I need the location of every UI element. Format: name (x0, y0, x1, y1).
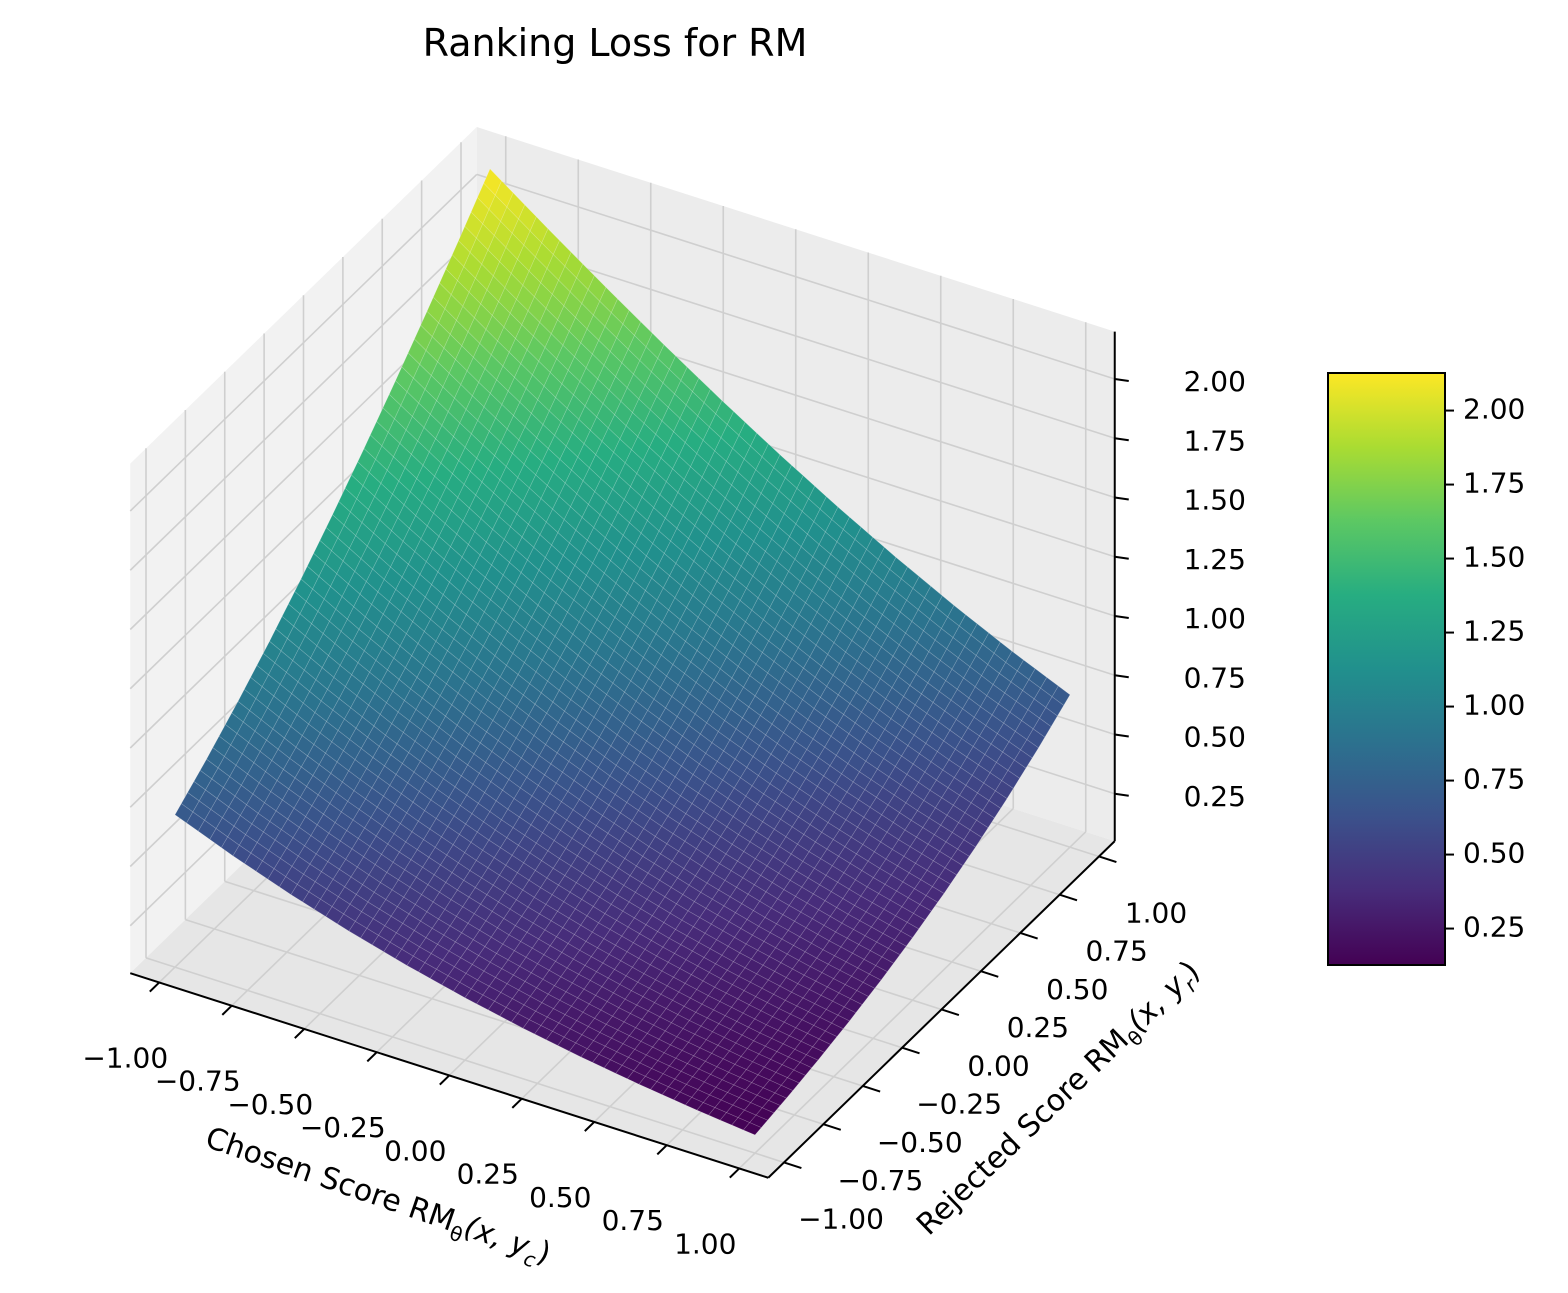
y-tick (901, 1046, 920, 1055)
x-tick (584, 1121, 595, 1132)
z-tick (1114, 496, 1129, 501)
gridline (738, 831, 1087, 1170)
surface-patch (906, 912, 926, 930)
gridline (129, 233, 478, 571)
y-tick (1019, 931, 1038, 940)
z-tick-label: 1.00 (1184, 602, 1246, 635)
surface-patch (957, 839, 976, 857)
z-tick (1114, 378, 1129, 382)
x-tick-label: 0.00 (384, 1134, 446, 1167)
surface-patch (925, 886, 945, 903)
z-tick (1114, 674, 1129, 679)
surface-patch (793, 1061, 813, 1076)
surface-patch (963, 829, 983, 848)
x-tick (221, 1004, 233, 1016)
z-tick-label: 0.50 (1184, 721, 1246, 754)
surface-patch (969, 819, 989, 838)
y-tick (980, 970, 999, 978)
x-tick-label: −1.00 (82, 1041, 168, 1074)
y-tick (1098, 855, 1117, 863)
z-tick (1114, 437, 1129, 442)
surface-patch (976, 809, 995, 829)
y-tick-label: 0.75 (1085, 935, 1147, 968)
surface-patch (944, 858, 964, 876)
y-tick-label: 1.00 (1125, 896, 1187, 929)
y-tick-label: −0.25 (916, 1088, 1002, 1121)
z-tick-label: 1.25 (1184, 543, 1246, 576)
surface-patch (774, 1084, 794, 1099)
colorbar-tick-label: 1.50 (1463, 541, 1525, 574)
x-tick-label: 0.75 (602, 1204, 664, 1237)
y-tick (823, 1123, 842, 1131)
y-tick (1059, 893, 1078, 902)
x-tick (294, 1028, 305, 1039)
z-tick (1114, 733, 1129, 738)
y-tick-label: −1.00 (798, 1202, 884, 1235)
surface-patch (812, 1038, 832, 1053)
x-tick (366, 1051, 378, 1063)
y-tick (941, 1008, 960, 1016)
colorbar-tick-label: 0.25 (1463, 911, 1525, 944)
y-tick-label: 0.00 (967, 1049, 1029, 1082)
colorbar-gradient (1327, 372, 1446, 966)
surface-patch (938, 867, 958, 885)
x-tick-label: 1.00 (674, 1227, 736, 1260)
chart-title: Ranking Loss for RM (423, 21, 808, 65)
surface-patch (755, 1107, 775, 1121)
x-tick (511, 1097, 523, 1109)
colorbar-tick-label: 1.25 (1463, 615, 1525, 648)
y-tick-label: −0.50 (877, 1126, 963, 1159)
colorbar-tick-label: 0.50 (1463, 837, 1525, 870)
x-tick-label: −0.50 (227, 1088, 313, 1121)
colorbar: 0.25 0.50 0.75 1.00 1.25 1.50 1.75 2.00 (1327, 372, 1525, 966)
gridline (129, 173, 478, 512)
surface-patch (982, 800, 1002, 819)
surface-patch (849, 990, 869, 1006)
x-tick (729, 1167, 740, 1179)
surface-patch (881, 947, 901, 964)
surface-patch (912, 904, 932, 921)
z-tick-label: 1.75 (1184, 424, 1246, 457)
surface-patch (919, 895, 939, 912)
x-tick-label: 0.50 (529, 1181, 591, 1214)
z-tick (1114, 555, 1129, 560)
y-tick (783, 1161, 802, 1169)
surface-patch (931, 876, 951, 894)
x-tick-label: 0.25 (457, 1158, 519, 1191)
surface-patch (900, 921, 920, 939)
colorbar-tick-label: 1.75 (1463, 467, 1525, 500)
colorbar-tick-label: 0.75 (1463, 763, 1525, 796)
x-tick-label: −0.75 (155, 1065, 241, 1098)
z-tick-label: 1.50 (1184, 484, 1246, 517)
z-tick (1114, 792, 1129, 797)
z-tick-label: 0.25 (1184, 780, 1246, 813)
x-tick (656, 1144, 668, 1156)
surface-patch (780, 1077, 800, 1092)
colorbar-tick-label: 2.00 (1463, 393, 1525, 426)
y-tick-label: 0.50 (1046, 973, 1108, 1006)
surface-patch (818, 1030, 838, 1045)
surface-patch (1007, 759, 1027, 779)
x-tick (439, 1074, 450, 1086)
y-tick (862, 1084, 881, 1093)
axes: −1.00−1.00−0.75−0.75−0.50−0.50−0.25−0.25… (82, 331, 1246, 1260)
surface-patch (761, 1099, 781, 1114)
gridline (476, 173, 1115, 380)
surface-patch (749, 1114, 769, 1128)
y-tick-label: 0.25 (1007, 1011, 1069, 1044)
z-tick (1114, 615, 1129, 619)
surface-patch (837, 1006, 857, 1022)
surface-patch (994, 780, 1014, 800)
y-tick-label: −0.75 (837, 1164, 923, 1197)
surface-patch (988, 790, 1008, 809)
z-tick-label: 2.00 (1184, 365, 1246, 398)
colorbar-tick-label: 1.00 (1463, 689, 1525, 722)
x-tick (149, 981, 160, 993)
surface (174, 168, 1071, 1136)
x-tick-label: −0.25 (300, 1111, 386, 1144)
surface-patch (742, 1122, 762, 1136)
z-tick-label: 0.75 (1184, 661, 1246, 694)
